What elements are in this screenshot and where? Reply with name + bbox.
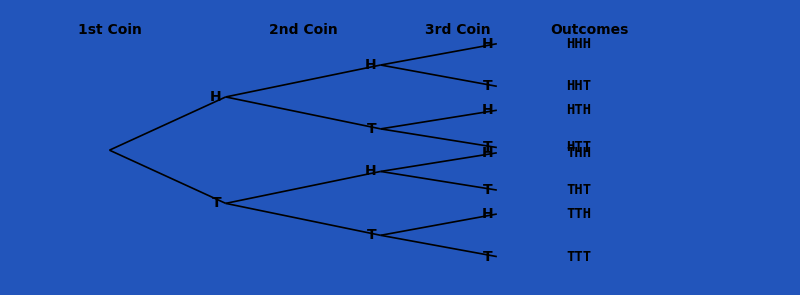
Text: H: H xyxy=(482,37,493,51)
Text: 1st Coin: 1st Coin xyxy=(78,23,142,37)
Text: H: H xyxy=(365,164,377,178)
Text: H: H xyxy=(210,90,222,104)
Text: T: T xyxy=(483,79,493,93)
Text: T: T xyxy=(367,228,377,242)
Text: TTT: TTT xyxy=(566,250,592,264)
Text: 3rd Coin: 3rd Coin xyxy=(426,23,491,37)
Text: HTT: HTT xyxy=(566,140,592,155)
Text: 2nd Coin: 2nd Coin xyxy=(269,23,338,37)
Text: T: T xyxy=(483,140,493,155)
Text: H: H xyxy=(482,146,493,160)
Text: T: T xyxy=(212,196,222,210)
Text: THT: THT xyxy=(566,183,592,197)
Text: H: H xyxy=(482,207,493,221)
Text: T: T xyxy=(483,250,493,264)
Text: Outcomes: Outcomes xyxy=(550,23,629,37)
Text: HHT: HHT xyxy=(566,79,592,93)
Text: H: H xyxy=(482,103,493,117)
Text: H: H xyxy=(365,58,377,72)
Text: TTH: TTH xyxy=(566,207,592,221)
Text: T: T xyxy=(483,183,493,197)
Text: T: T xyxy=(367,122,377,136)
Text: HTH: HTH xyxy=(566,103,592,117)
Text: HHH: HHH xyxy=(566,37,592,51)
Text: THH: THH xyxy=(566,146,592,160)
